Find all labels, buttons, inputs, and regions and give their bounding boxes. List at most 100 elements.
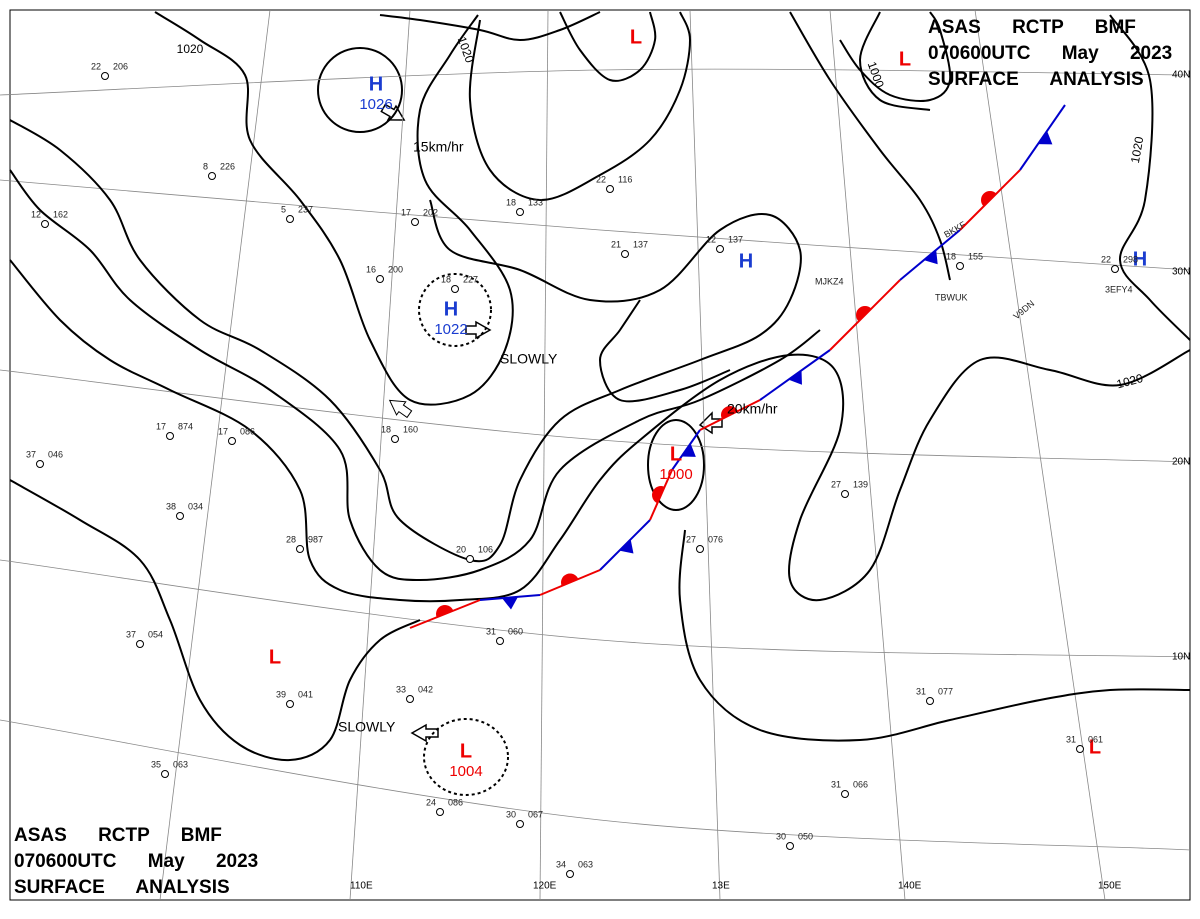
station-marker: [466, 555, 474, 563]
station-marker: [566, 870, 574, 878]
center-symbol: H: [739, 250, 753, 272]
cold-symbol: [923, 249, 938, 265]
header-line: 070600UTC May 2023: [14, 851, 258, 872]
front-symbol: [681, 443, 696, 457]
isobar: [789, 11, 951, 281]
station-pressure: 067: [528, 809, 543, 819]
center-pressure: 1026: [359, 96, 392, 113]
station-marker: [36, 460, 44, 468]
front-symbol: [788, 370, 802, 385]
station-pressure: 063: [173, 759, 188, 769]
center-symbol: H: [1133, 248, 1147, 270]
station-pressure: 086: [240, 426, 255, 436]
cold-symbol: [502, 596, 518, 610]
station-pressure: 106: [478, 544, 493, 554]
isobar: [154, 11, 514, 406]
station-marker: [436, 808, 444, 816]
station-marker: [161, 770, 169, 778]
longitude-line: [349, 9, 411, 901]
station-temp: 39: [276, 689, 286, 699]
station-marker: [208, 172, 216, 180]
station-marker: [516, 208, 524, 216]
station-pressure: 160: [403, 424, 418, 434]
station-temp: 35: [151, 759, 161, 769]
center-symbol: L: [269, 646, 281, 668]
isobar: [839, 11, 952, 102]
station-pressure: 155: [968, 251, 983, 261]
station-temp: 18: [381, 424, 391, 434]
warm-symbol: [856, 306, 872, 322]
isobar: [9, 169, 821, 582]
isobar-label: 1020: [1115, 371, 1145, 392]
station-temp: 37: [26, 449, 36, 459]
station-pressure: 054: [148, 629, 163, 639]
station-pressure: 206: [113, 61, 128, 71]
longitude-line: [159, 9, 271, 901]
station-marker: [841, 790, 849, 798]
header-line: SURFACE ANALYSIS: [928, 69, 1144, 90]
longitude-line: [974, 9, 1106, 901]
station-temp: 37: [126, 629, 136, 639]
front-symbol: [721, 406, 739, 420]
station-temp: 27: [831, 479, 841, 489]
station-pressure: 133: [528, 197, 543, 207]
station-temp: 22: [91, 61, 101, 71]
longitude-line: [539, 9, 549, 901]
header-line: ASAS RCTP BMF: [14, 825, 222, 846]
station-pressure: 874: [178, 421, 193, 431]
motion-arrow: [388, 399, 413, 419]
longitude-label: 13E: [712, 881, 730, 892]
station-temp: 12: [31, 209, 41, 219]
station-temp: 31: [916, 686, 926, 696]
station-pressure: 227: [463, 274, 478, 284]
motion-arrow: [380, 103, 406, 121]
latitude-label: 40N: [1172, 70, 1190, 81]
latitude-label: 10N: [1172, 652, 1190, 663]
longitude-label: 110E: [350, 881, 373, 892]
station-marker: [41, 220, 49, 228]
isobar: [9, 119, 802, 563]
station-marker: [136, 640, 144, 648]
station-temp: 30: [506, 809, 516, 819]
station-temp: 34: [556, 859, 566, 869]
longitude-line: [689, 9, 721, 901]
front-symbol: [436, 605, 454, 618]
longitude-line: [829, 9, 906, 901]
station-marker: [101, 72, 109, 80]
station-marker: [841, 490, 849, 498]
station-marker: [1076, 745, 1084, 753]
station-temp: 18: [506, 197, 516, 207]
center-symbol: H: [444, 298, 458, 320]
latitude-line: [0, 719, 1191, 851]
center-symbol: H: [369, 73, 383, 95]
station-marker: [716, 245, 724, 253]
isobar: [9, 479, 421, 762]
isobar: [9, 259, 1191, 603]
station-temp: 31: [1066, 734, 1076, 744]
dashed-isobar: [423, 718, 509, 796]
station-temp: 28: [286, 534, 296, 544]
station-pressure: 116: [618, 174, 632, 184]
station-marker: [286, 215, 294, 223]
longitude-label: 120E: [533, 881, 557, 892]
cold-symbol: [619, 539, 634, 554]
station-temp: 17: [156, 421, 166, 431]
station-temp: 18: [441, 274, 451, 284]
station-temp: 27: [686, 534, 696, 544]
front-symbol: [923, 249, 938, 265]
header-line: ASAS RCTP BMF: [928, 17, 1136, 38]
front-symbol: [856, 306, 872, 322]
station-temp: 8: [203, 161, 208, 171]
isobar-label: 1020: [1128, 135, 1146, 164]
station-pressure: 066: [853, 779, 868, 789]
station-temp: 24: [426, 797, 436, 807]
center-symbol: L: [460, 740, 472, 762]
station-pressure: 137: [633, 239, 648, 249]
station-pressure: 077: [938, 686, 953, 696]
latitude-line: [0, 559, 1191, 658]
station-temp: 22: [596, 174, 606, 184]
station-temp: 31: [486, 626, 496, 636]
ship-id: MJKZ4: [815, 276, 844, 286]
station-marker: [496, 637, 504, 645]
